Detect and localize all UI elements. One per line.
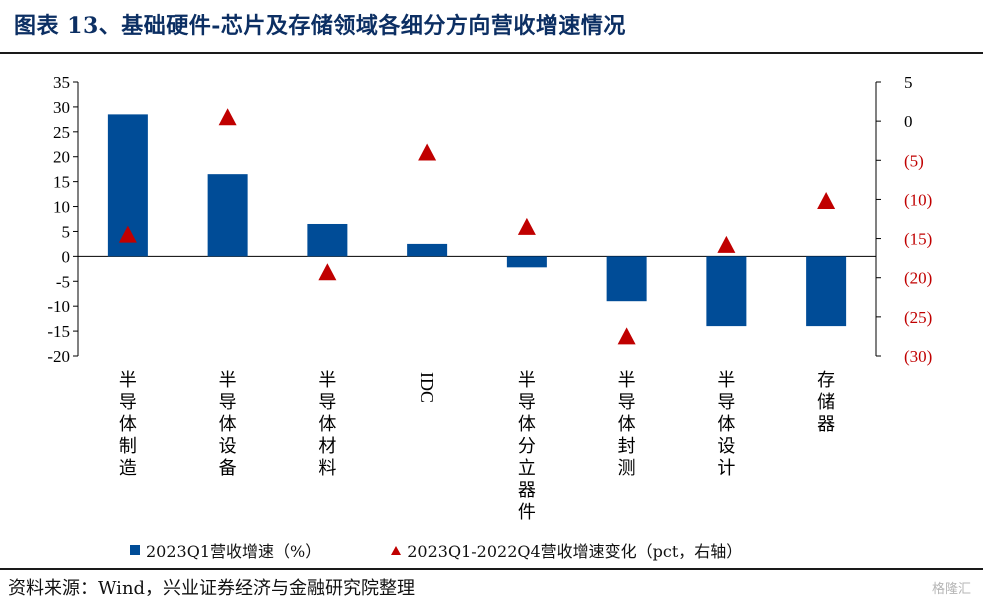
chart-legend: 2023Q1营收增速（%） 2023Q1-2022Q4营收增速变化（pct，右轴… — [130, 538, 742, 562]
category-label-char: 体 — [219, 414, 237, 435]
category-label-char: 材 — [318, 436, 336, 457]
legend-bar-swatch — [130, 545, 140, 555]
right-axis-tick-label: (20) — [904, 269, 932, 288]
right-axis-tick-label: (15) — [904, 230, 932, 249]
category-label-char: 器 — [518, 480, 536, 501]
left-axis-tick-label: 10 — [53, 198, 70, 217]
category-label-char: 设 — [219, 436, 237, 457]
category-label-char: 半 — [318, 370, 336, 391]
bar-6 — [706, 256, 747, 327]
left-axis: 35 30 25 20 15 10 5 0 -5 -10 -15 -20 — [47, 73, 876, 366]
left-axis-tick-label: -5 — [56, 272, 70, 291]
chart-area: 35 30 25 20 15 10 5 0 -5 -10 -15 -20 5 0 (5) (10) (15) (… — [47, 73, 932, 523]
category-label-char: 导 — [318, 392, 336, 413]
marker-5 — [617, 327, 636, 345]
category-label-char: 备 — [219, 458, 237, 479]
category-label-char: 体 — [518, 414, 536, 435]
category-label-char: 半 — [119, 370, 137, 391]
marker-1 — [218, 108, 237, 126]
category-label-char: 储 — [817, 392, 835, 413]
chart-title: 图表 13、基础硬件-芯片及存储领域各细分方向营收增速情况 — [14, 13, 626, 39]
bar-4 — [506, 256, 547, 268]
legend-marker-label: 2023Q1-2022Q4营收增速变化（pct，右轴） — [407, 542, 743, 561]
category-label-char: 计 — [717, 458, 735, 479]
left-axis-tick-label: 30 — [53, 98, 70, 117]
title-divider — [0, 52, 983, 54]
category-label-7: 存储器 — [817, 370, 835, 435]
right-axis-tick-label: (5) — [904, 151, 924, 170]
category-label-char: 器 — [817, 414, 835, 435]
category-label-char: 半 — [518, 370, 536, 391]
category-label-char: 测 — [618, 458, 636, 479]
marker-series — [118, 108, 836, 345]
category-label-char: 分 — [518, 436, 536, 457]
right-axis-tick-label: (30) — [904, 347, 932, 366]
category-label-char: 件 — [518, 502, 536, 523]
marker-4 — [517, 217, 536, 235]
marker-2 — [318, 263, 337, 281]
category-label-char: 导 — [219, 392, 237, 413]
category-label-char: 体 — [318, 414, 336, 435]
category-label-char: 立 — [518, 458, 536, 479]
category-label-char: 封 — [618, 436, 636, 457]
marker-0 — [118, 225, 137, 243]
left-axis-tick-label: 25 — [53, 123, 70, 142]
category-label-char: 半 — [618, 370, 636, 391]
left-axis-tick-label: 20 — [53, 148, 70, 167]
category-label-char: 导 — [618, 392, 636, 413]
marker-7 — [817, 191, 836, 209]
bar-series — [107, 114, 847, 327]
bar-7 — [806, 256, 847, 327]
category-label-char: 设 — [717, 436, 735, 457]
category-label-char: 导 — [717, 392, 735, 413]
category-label-char: 导 — [119, 392, 137, 413]
left-axis-tick-label: 35 — [53, 73, 70, 92]
legend-bar-label: 2023Q1营收增速（%） — [146, 542, 322, 561]
category-label-char: 半 — [219, 370, 237, 391]
left-axis-tick-label: -20 — [47, 347, 70, 366]
category-label-3: IDC — [417, 372, 437, 403]
category-label-char: 存 — [817, 370, 835, 391]
left-axis-tick-label: 0 — [62, 247, 71, 266]
category-label-char: 料 — [318, 458, 336, 479]
category-label-char: 造 — [119, 458, 137, 479]
category-label-char: 体 — [618, 414, 636, 435]
left-axis-tick-label: 5 — [62, 222, 71, 241]
footer-divider — [0, 568, 983, 570]
left-axis-tick-label: -10 — [47, 297, 70, 316]
right-axis: 5 0 (5) (10) (15) (20) (25) (30) — [875, 73, 932, 366]
category-label-char: 半 — [717, 370, 735, 391]
bar-1 — [207, 174, 248, 257]
marker-6 — [717, 235, 736, 253]
source-note: 资料来源：Wind，兴业证券经济与金融研究院整理 — [8, 578, 416, 599]
category-label-char: 导 — [518, 392, 536, 413]
legend-triangle-swatch — [391, 545, 402, 555]
marker-3 — [418, 143, 437, 161]
category-label-char: 制 — [119, 436, 137, 457]
category-label-char: 体 — [119, 414, 137, 435]
right-axis-tick-label: (25) — [904, 308, 932, 327]
watermark: 格隆汇 — [931, 582, 971, 597]
right-axis-tick-label: 5 — [904, 73, 913, 92]
right-axis-tick-label: (10) — [904, 190, 932, 209]
bar-5 — [606, 256, 647, 302]
right-axis-tick-label: 0 — [904, 112, 913, 131]
bar-2 — [307, 223, 348, 257]
left-axis-tick-label: -15 — [47, 322, 70, 341]
bar-3 — [407, 243, 448, 257]
category-label-char: 体 — [717, 414, 735, 435]
left-axis-tick-label: 15 — [53, 173, 70, 192]
